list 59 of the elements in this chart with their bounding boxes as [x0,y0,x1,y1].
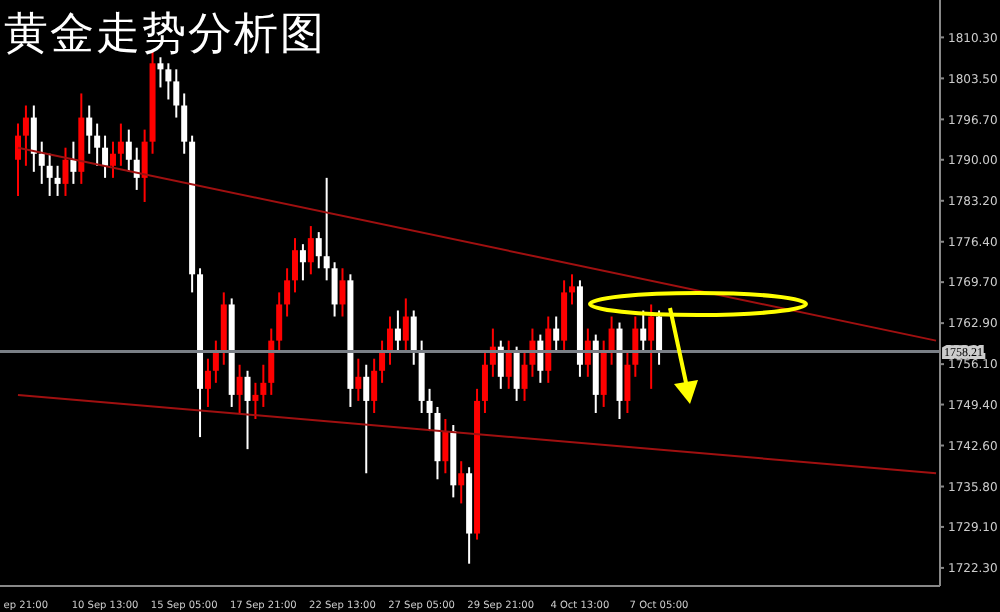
candlestick [292,237,299,294]
chart-title: 黄金走势分析图 [4,8,326,64]
candlestick [640,309,647,354]
candlestick [181,92,188,155]
candlestick [157,56,164,89]
candlestick [656,309,663,366]
candlestick [109,140,116,179]
candlestick [402,297,409,354]
candlestick [204,357,211,408]
candlestick [70,140,77,185]
candlestick [117,122,124,167]
candlestick [624,351,631,414]
candlestick [339,267,346,318]
candlestick [141,128,148,203]
candlestick [284,267,291,318]
candlestick [38,140,45,185]
candlestick [323,176,330,282]
candlestick [315,231,322,270]
candlestick [410,309,417,366]
candlestick [102,134,109,179]
candlestick [62,146,69,197]
candlestick [632,315,639,378]
candlestick [537,333,544,384]
candlestick [46,152,53,197]
candlestick [307,225,314,276]
candlestick [505,339,512,390]
candlestick [648,303,655,390]
candlestick [244,369,251,451]
candlestick [363,363,370,475]
candlestick [86,104,93,155]
candlestick [331,261,338,318]
candlestick [54,164,61,197]
candlestick [125,128,132,173]
candlestick [299,243,306,282]
candlestick [268,327,275,396]
candlestick [252,381,259,420]
candlestick [173,68,180,119]
candlestick [600,339,607,408]
candlestick [165,62,172,101]
candlestick [481,351,488,414]
candlestick [22,104,29,167]
candlestick [513,345,520,402]
candlestick [15,122,21,197]
candlestick [260,363,267,408]
candlestick [497,339,504,390]
candlestick [355,357,362,402]
candlestick [442,418,449,475]
candlestick [94,122,101,167]
candlestick [212,339,219,384]
candlestick [371,357,378,414]
candlestick [30,104,37,173]
candlestick [553,315,560,354]
candlestick [569,273,576,306]
candlestick [276,291,283,354]
candlestick [236,363,243,414]
candlestick [394,309,401,354]
candlestick [379,339,386,384]
candlestick [458,460,465,505]
candlestick [545,315,552,384]
